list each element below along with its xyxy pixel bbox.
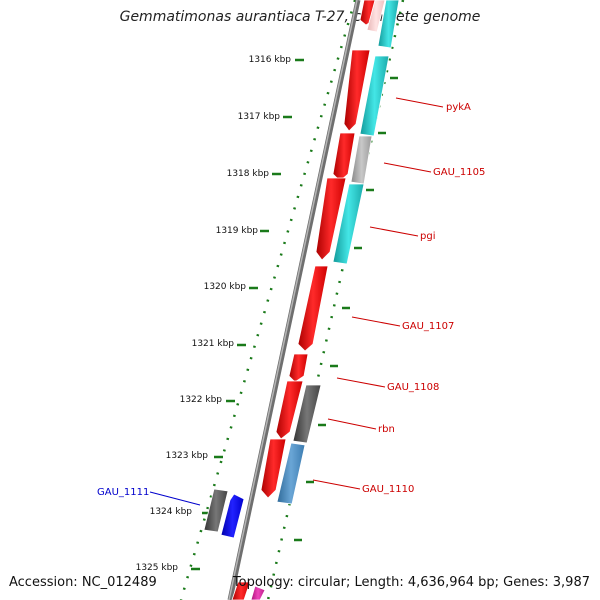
gene-blue[interactable] bbox=[220, 493, 245, 539]
label-gau1107[interactable]: GAU_1107 bbox=[402, 321, 454, 332]
gene-gau1111[interactable] bbox=[203, 488, 229, 533]
backbone-highlight bbox=[228, 0, 358, 600]
inner-dotted-guide bbox=[179, 0, 357, 600]
gene-gray-1105[interactable] bbox=[350, 135, 373, 185]
genome-backbone bbox=[227, 0, 361, 600]
scale-labels: 1316 kbp 1317 kbp 1318 kbp 1319 kbp 1320… bbox=[136, 55, 292, 573]
outer-ticks bbox=[294, 76, 398, 542]
topology-text: Topology: circular; Length: 4,636,964 bp… bbox=[232, 575, 590, 590]
gene-gau1105-a[interactable] bbox=[332, 132, 356, 182]
scale-label-1325: 1325 kbp bbox=[136, 563, 179, 573]
genes-inner bbox=[203, 0, 379, 600]
gene-magenta-bottom[interactable] bbox=[250, 585, 266, 600]
label-gau1108[interactable]: GAU_1108 bbox=[387, 382, 439, 393]
label-rbn[interactable]: rbn bbox=[378, 424, 395, 435]
gene-cyan-top[interactable] bbox=[377, 0, 400, 49]
scale-label-1318: 1318 kbp bbox=[227, 169, 270, 179]
gene-steel-1110[interactable] bbox=[276, 442, 306, 505]
accession-text: Accession: NC_012489 bbox=[9, 575, 157, 590]
gene-pgi-a[interactable] bbox=[315, 177, 347, 261]
label-gau1111[interactable]: GAU_1111 bbox=[97, 487, 149, 498]
gene-cyan-pgi[interactable] bbox=[332, 183, 365, 265]
scale-label-1316: 1316 kbp bbox=[249, 55, 292, 65]
gene-rbn-a[interactable] bbox=[275, 380, 304, 440]
gene-gau1107[interactable] bbox=[297, 265, 329, 352]
label-pykA[interactable]: pykA bbox=[446, 102, 471, 113]
genes-outer bbox=[276, 0, 400, 505]
gene-darkgray-rbn[interactable] bbox=[292, 384, 322, 444]
gene-cyan-pykA[interactable] bbox=[359, 55, 390, 137]
scale-label-1320: 1320 kbp bbox=[204, 282, 247, 292]
gene-labels: pykA GAU_1105 pgi GAU_1107 GAU_1108 rbn … bbox=[97, 102, 485, 498]
gene-pale-top[interactable] bbox=[366, 0, 386, 33]
label-gau1110[interactable]: GAU_1110 bbox=[362, 484, 414, 495]
scale-ticks bbox=[191, 58, 304, 571]
gene-gau1108[interactable] bbox=[288, 353, 309, 383]
scale-label-1321: 1321 kbp bbox=[192, 339, 235, 349]
gene-pykA[interactable] bbox=[343, 49, 371, 132]
scale-label-1319: 1319 kbp bbox=[216, 226, 259, 236]
scale-label-1317: 1317 kbp bbox=[238, 112, 281, 122]
gene-gau1110-a[interactable] bbox=[260, 438, 287, 499]
label-leaders bbox=[149, 97, 444, 506]
gene-red-bottom[interactable] bbox=[231, 581, 251, 600]
scale-label-1323: 1323 kbp bbox=[166, 451, 209, 461]
label-pgi[interactable]: pgi bbox=[420, 231, 435, 242]
scale-label-1322: 1322 kbp bbox=[180, 395, 223, 405]
scale-label-1324: 1324 kbp bbox=[150, 507, 193, 517]
label-gau1105[interactable]: GAU_1105 bbox=[433, 167, 485, 178]
